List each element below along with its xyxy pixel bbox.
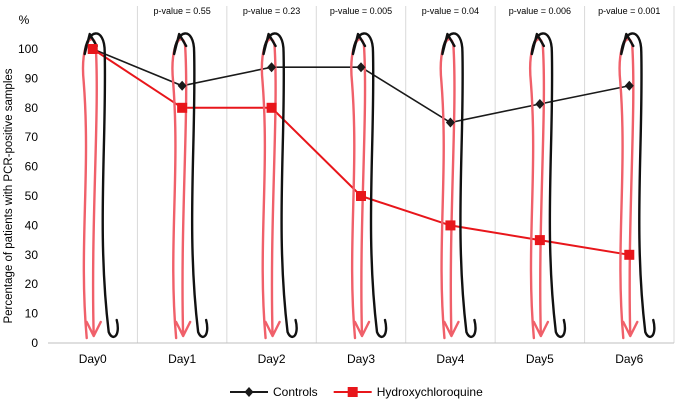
p-value-label: p-value = 0.23 xyxy=(243,6,300,16)
data-point-marker xyxy=(267,62,277,73)
black-arrow xyxy=(530,32,567,339)
black-arrow xyxy=(262,32,298,339)
data-point-marker xyxy=(535,98,545,109)
red-arrow xyxy=(528,38,550,340)
black-arrow xyxy=(441,32,477,339)
data-point-marker xyxy=(266,102,277,113)
black-arrow xyxy=(351,32,388,339)
red-arrow xyxy=(439,38,460,340)
red-arrow xyxy=(81,38,102,340)
series-markers xyxy=(87,44,635,260)
x-axis-ticks: Day0 Day1 Day2 Day3 Day4 Day5 Day6 xyxy=(79,352,644,366)
data-point-marker xyxy=(624,80,634,91)
x-tick-label: Day5 xyxy=(526,352,554,366)
y-tick-label: 80 xyxy=(25,101,39,115)
p-value-label: p-value = 0.001 xyxy=(598,6,660,16)
p-value-label: p-value = 0.04 xyxy=(422,6,479,16)
y-tick-label: 40 xyxy=(25,218,39,232)
red-arrow xyxy=(350,38,371,340)
black-arrow xyxy=(172,32,209,339)
hand-drawn-arrows xyxy=(81,32,656,340)
data-point-marker xyxy=(356,191,366,201)
legend-marker xyxy=(347,387,358,397)
y-tick-label: 60 xyxy=(25,160,39,174)
y-axis-ticks: 0 10 20 30 40 50 60 70 80 90 100 xyxy=(18,42,38,350)
y-tick-label: 70 xyxy=(25,130,39,144)
red-arrow xyxy=(260,38,281,340)
data-point-marker xyxy=(624,249,635,260)
y-tick-label: 20 xyxy=(25,277,39,291)
y-tick-label: 10 xyxy=(25,307,39,321)
x-tick-label: Day4 xyxy=(436,352,464,366)
legend: Controls Hydroxychloroquine xyxy=(230,385,483,399)
y-tick-label: 50 xyxy=(25,189,39,203)
p-value-label: p-value = 0.005 xyxy=(330,6,392,16)
black-arrow xyxy=(83,32,119,339)
day-separators xyxy=(136,6,675,343)
black-arrow xyxy=(620,32,656,339)
data-point-marker xyxy=(534,235,545,246)
x-tick-label: Day3 xyxy=(347,352,375,366)
y-tick-label: 90 xyxy=(25,71,39,85)
y-tick-label: 30 xyxy=(25,248,39,262)
y-tick-label: 0 xyxy=(31,336,38,350)
x-tick-label: Day6 xyxy=(615,352,643,366)
x-tick-label: Day0 xyxy=(79,352,107,366)
y-axis-title: Percentage of patients with PCR-positive… xyxy=(3,68,15,323)
legend-marker xyxy=(244,387,254,397)
data-point-marker xyxy=(177,102,188,113)
data-point-marker xyxy=(445,220,456,231)
data-point-marker xyxy=(87,44,98,54)
p-value-label: p-value = 0.006 xyxy=(509,6,571,16)
x-tick-label: Day1 xyxy=(168,352,196,366)
y-tick-label: 100 xyxy=(18,42,38,56)
data-point-marker xyxy=(445,117,455,128)
p-value-labels: p-value = 0.55 p-value = 0.23 p-value = 0.… xyxy=(153,6,660,16)
x-tick-label: Day2 xyxy=(258,352,286,366)
y-unit-label: % xyxy=(19,13,30,27)
data-point-marker xyxy=(356,62,366,73)
legend-label: Hydroxychloroquine xyxy=(377,385,483,399)
p-value-label: p-value = 0.55 xyxy=(153,6,210,16)
legend-label: Controls xyxy=(273,385,318,399)
data-point-marker xyxy=(177,80,187,91)
